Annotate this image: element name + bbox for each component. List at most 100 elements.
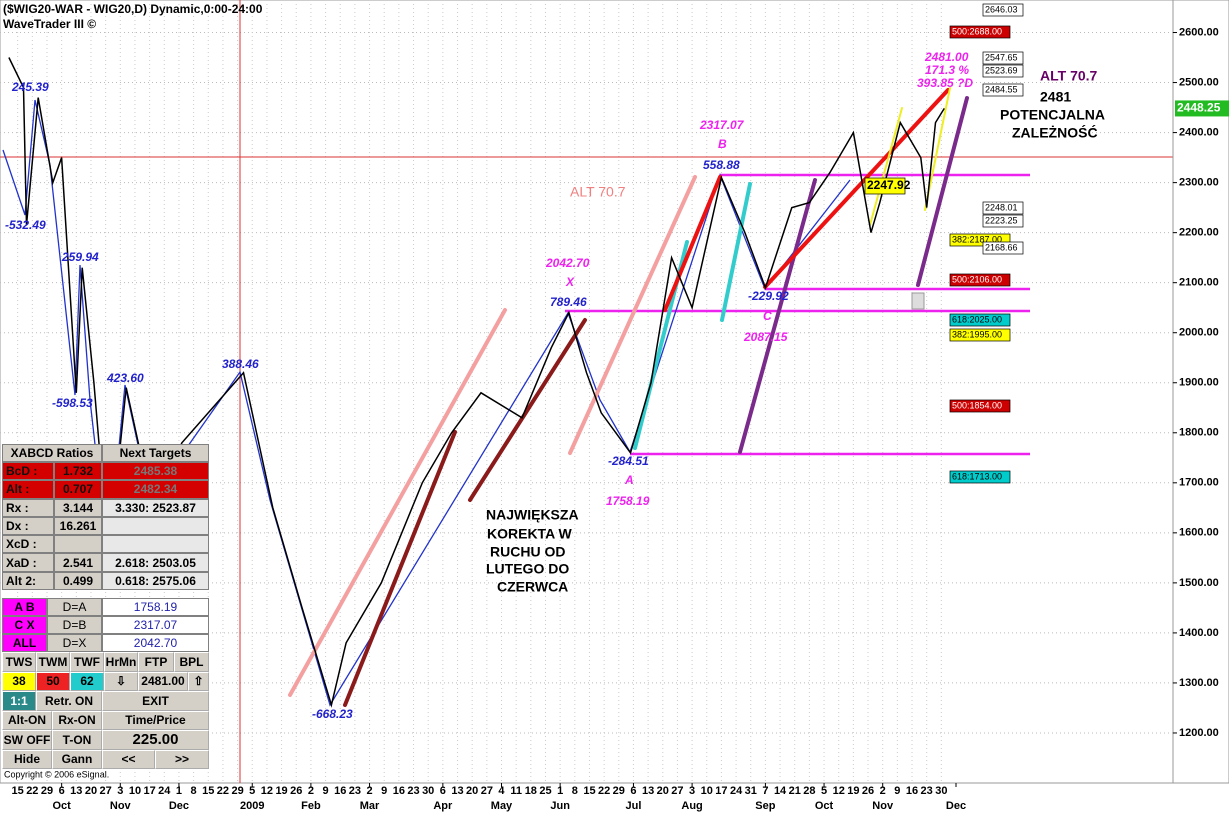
copyright: Copyright © 2006 eSignal.: [4, 769, 109, 779]
y-tick-label: 1700.00: [1179, 477, 1219, 489]
ratio-cell: 0.707: [54, 480, 102, 499]
panel-button[interactable]: Alt-ON: [2, 710, 52, 731]
annotation: 393.85 ?D: [917, 76, 973, 90]
x-day-label: 28: [803, 785, 815, 797]
arrow: [916, 96, 969, 287]
panel-row: Alt :0.707 2482.34: [2, 480, 209, 499]
y-tick-label: 1900.00: [1179, 377, 1219, 389]
level-box: [949, 328, 1011, 342]
y-tick-label: 2000.00: [1179, 327, 1219, 339]
x-day-label: 1: [176, 785, 182, 797]
panel-button[interactable]: TWM: [36, 652, 70, 672]
x-tick-label: Dec: [169, 800, 189, 812]
trend-line: [663, 175, 722, 312]
level-label: 2248.01: [985, 202, 1018, 212]
x-tick-label: Aug: [681, 800, 702, 812]
x-day-label: 14: [774, 785, 787, 797]
panel-button[interactable]: EXIT: [102, 691, 209, 711]
y-tick-label: 2500.00: [1179, 76, 1219, 88]
y-tick-label: 1600.00: [1179, 527, 1219, 539]
panel-row: ALL D=X 2042.70: [2, 634, 209, 653]
x-day-label: 6: [440, 785, 446, 797]
annotation: 2481: [1040, 89, 1071, 105]
annotation: 388.46: [222, 357, 259, 371]
panel-button[interactable]: >>: [155, 749, 209, 770]
level-label: 2646.03: [985, 4, 1018, 14]
last-price-label: 2448.25: [1177, 101, 1221, 115]
panel-button[interactable]: Retr. ON: [36, 691, 102, 711]
trend-line: [763, 88, 950, 289]
ratio-cell: BcD :: [2, 462, 54, 481]
y-tick-label: 1400.00: [1179, 627, 1219, 639]
x-day-label: 24: [158, 785, 171, 797]
x-day-label: 12: [833, 785, 845, 797]
panel-button[interactable]: 225.00: [102, 730, 209, 750]
panel-button[interactable]: HrMn: [104, 652, 138, 672]
panel-button[interactable]: FTP: [138, 652, 174, 672]
x-day-label: 1: [557, 785, 563, 797]
x-day-label: 13: [70, 785, 82, 797]
panel-button[interactable]: Rx-ON: [52, 710, 102, 731]
level-label: 2223.25: [985, 215, 1018, 225]
annotation: RUCHU OD: [490, 544, 565, 560]
x-day-label: 17: [715, 785, 727, 797]
x-day-label: 15: [583, 785, 595, 797]
target-rule: D=X: [47, 634, 102, 653]
level-box: [949, 25, 1011, 39]
ratio-cell: XcD :: [2, 535, 54, 554]
last-price-box: [1175, 100, 1229, 117]
panel-button[interactable]: Hide: [2, 749, 52, 770]
x-day-label: 11: [510, 785, 522, 797]
annotation: 2317.07: [699, 118, 745, 132]
annotation: 423.60: [106, 371, 144, 385]
x-day-label: 19: [847, 785, 859, 797]
panel-button[interactable]: <<: [102, 749, 155, 770]
panel-row: SW OFF T-ON 225.00: [2, 730, 209, 750]
x-day-label: 29: [41, 785, 53, 797]
panel-button[interactable]: BPL: [174, 652, 209, 672]
ratio-cell: 2.541: [54, 553, 102, 572]
panel-gap: [2, 590, 209, 598]
level-box: [982, 214, 1024, 228]
ratio-cell: 3.330: 2523.87: [102, 498, 209, 517]
annotation: -284.51: [608, 454, 649, 468]
annotation: 171.3 %: [925, 63, 969, 77]
x-day-label: 26: [290, 785, 302, 797]
annotation: A: [624, 473, 634, 487]
panel-button[interactable]: T-ON: [52, 730, 102, 750]
panel-button[interactable]: TWF: [70, 652, 104, 672]
level-box: [949, 399, 1011, 413]
panel-button[interactable]: 2481.00: [138, 671, 188, 692]
panel-row: XABCD Ratios Next Targets: [2, 444, 209, 462]
x-tick-label: Sep: [755, 800, 775, 812]
annotation: 2087.15: [743, 330, 788, 344]
x-day-label: 6: [59, 785, 65, 797]
annotation: -598.53: [52, 396, 93, 410]
panel-button[interactable]: 38: [2, 671, 36, 692]
y-tick-label: 2400.00: [1179, 126, 1219, 138]
x-day-label: 30: [935, 785, 947, 797]
wavetrader-panel: XABCD Ratios Next Targets BcD :1.732 2485.3…: [2, 444, 209, 770]
panel-button[interactable]: TWS: [2, 652, 36, 672]
panel-button[interactable]: 50: [36, 671, 70, 692]
chart-subtitle: WaveTrader III ©: [3, 17, 96, 31]
level-box: [982, 201, 1024, 215]
x-day-label: 2: [308, 785, 314, 797]
arrow: [343, 430, 457, 707]
panel-button[interactable]: SW OFF: [2, 730, 52, 750]
x-day-label: 4: [498, 785, 505, 797]
arrow: [738, 178, 817, 454]
y-tick-label: 2300.00: [1179, 177, 1219, 189]
x-day-label: 22: [598, 785, 610, 797]
panel-button[interactable]: 1:1: [2, 691, 36, 711]
panel-button[interactable]: ⇧: [188, 671, 209, 692]
panel-button[interactable]: ⇩: [104, 671, 138, 692]
panel-row: Alt 2: 0.499 0.618: 2575.06: [2, 571, 209, 591]
level-box: [949, 313, 1011, 327]
panel-button[interactable]: 62: [70, 671, 104, 692]
arrow: [288, 308, 507, 697]
x-tick-label: Jul: [625, 800, 641, 812]
x-day-label: 10: [129, 785, 141, 797]
panel-button[interactable]: Gann: [52, 749, 102, 770]
panel-button[interactable]: Time/Price: [102, 710, 209, 731]
